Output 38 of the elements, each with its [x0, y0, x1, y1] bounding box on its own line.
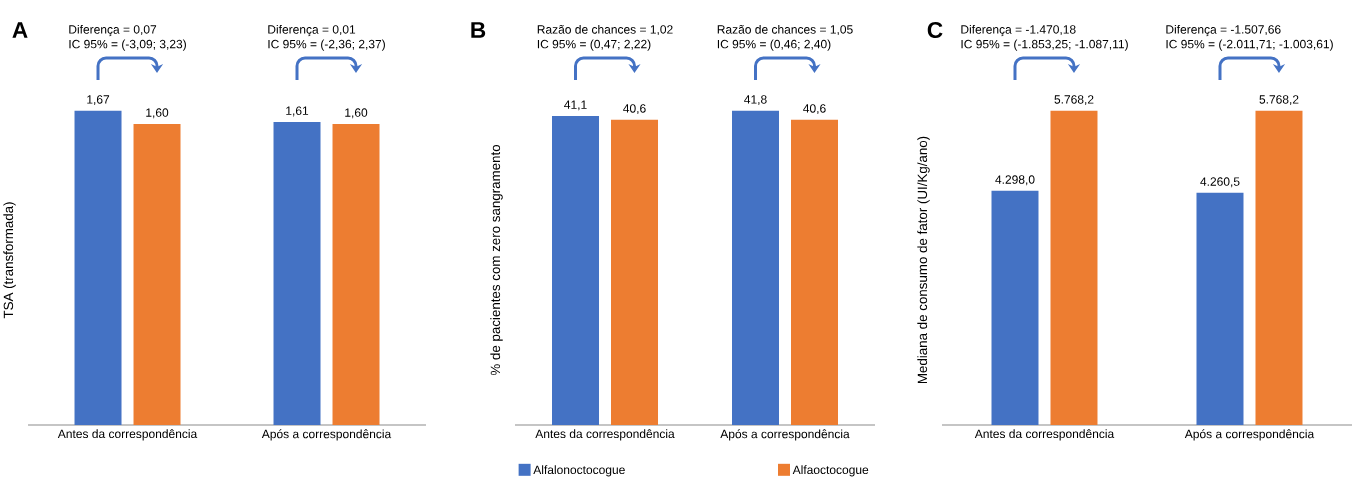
- chart-title: B: [471, 22, 486, 38]
- data-label: 1,60: [146, 108, 169, 119]
- data-label: 4.260,5: [1200, 177, 1240, 188]
- text: Diferença = -1.507,66: [1166, 24, 1281, 37]
- y-axis-title: % de pacientes com zero sangramento: [490, 144, 503, 376]
- text: IC 95% = (-2,36; 2,37): [268, 39, 385, 51]
- text: Razão de chances = 1,05: [717, 24, 853, 36]
- data-label: 1,60: [345, 108, 368, 119]
- legend-label: Alfaoctocogue: [792, 465, 869, 477]
- data-label: 1,67: [87, 95, 110, 106]
- data-label: 4.298,0: [995, 175, 1035, 186]
- chart-title: C: [927, 21, 943, 39]
- x-tick-label: Antes da correspondência: [57, 429, 198, 441]
- x-tick-label: Antes da correspondência: [974, 429, 1115, 441]
- text: Diferença = -1.470,18: [961, 24, 1076, 37]
- text: IC 95% = (-1.853,25; -1.087,11): [961, 39, 1128, 51]
- data-label: 40,6: [803, 104, 826, 115]
- text: IC 95% = (0,47; 2,22): [537, 39, 651, 51]
- data-label: 5.768,2: [1259, 95, 1299, 106]
- data-label: 41,1: [564, 100, 587, 111]
- data-label: 1,61: [286, 106, 309, 117]
- text: IC 95% = (0,46; 2,40): [717, 39, 831, 51]
- text: Razão de chances = 1,02: [537, 24, 673, 36]
- data-label: 41,8: [744, 95, 767, 106]
- y-axis-title: TSA (transformada): [3, 202, 16, 319]
- x-tick-label: Após a correspondência: [261, 429, 392, 441]
- data-label: 40,6: [623, 104, 646, 115]
- chart-title: A: [12, 22, 28, 38]
- text: Diferença = 0,07: [69, 24, 157, 37]
- text: IC 95% = (-3,09; 3,23): [69, 39, 186, 51]
- legend-label: Alfalonoctocogue: [533, 465, 625, 477]
- y-axis-title: Mediana de consumo de fator (UI/Kg/ano): [917, 136, 930, 384]
- x-tick-label: Após a correspondência: [720, 429, 850, 441]
- x-tick-label: Após a correspondência: [1184, 429, 1315, 441]
- text: IC 95% = (-2.011,71; -1.003,61): [1166, 39, 1333, 51]
- x-tick-label: Antes da correspondência: [535, 429, 675, 441]
- text: Diferença = 0,01: [268, 24, 356, 37]
- data-label: 5.768,2: [1054, 95, 1094, 106]
